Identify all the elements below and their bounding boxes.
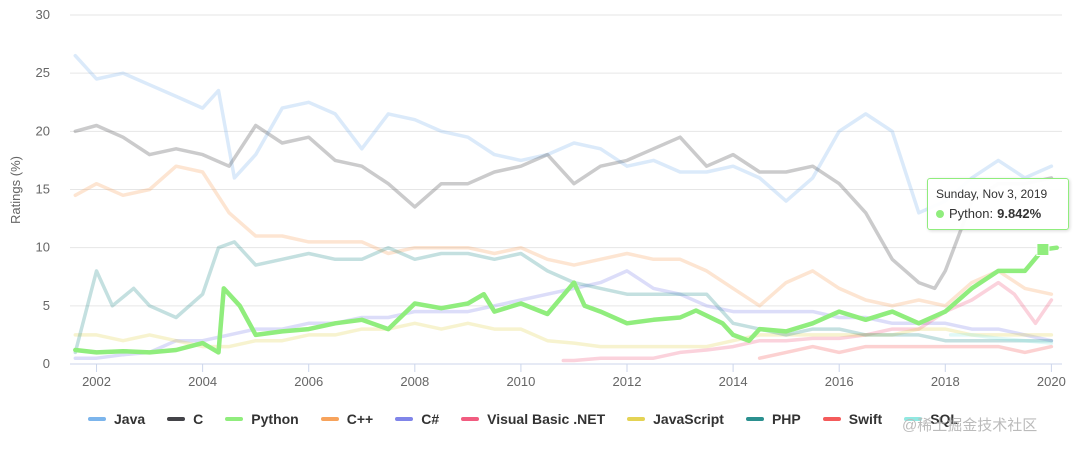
- legend-item-javascript[interactable]: JavaScript: [627, 411, 724, 427]
- legend-swatch-icon: [627, 417, 646, 421]
- x-tick-2020: 2020: [1037, 374, 1066, 389]
- y-tick-20: 20: [36, 123, 50, 138]
- y-tick-0: 0: [43, 356, 50, 371]
- hover-marker-layer: [1036, 243, 1050, 257]
- legend-label: Python: [251, 411, 299, 427]
- legend-label: Visual Basic .NET: [487, 411, 606, 427]
- series-layer: [73, 53, 1059, 363]
- y-tick-30: 30: [36, 7, 50, 22]
- legend-label: PHP: [771, 411, 801, 427]
- series-line-php[interactable]: [73, 240, 1054, 355]
- legend-label: C: [193, 411, 204, 427]
- legend: Java C Python C++ C# Visual Basic .NET JavaScr…: [88, 408, 981, 430]
- legend-item-php[interactable]: PHP: [745, 411, 801, 427]
- legend-item-c#[interactable]: C#: [395, 411, 439, 427]
- legend-swatch-icon: [745, 417, 764, 421]
- hover-marker: [1036, 243, 1050, 257]
- watermark: @稀土掘金技术社区: [902, 417, 1038, 434]
- gridlines: [70, 14, 1062, 365]
- series-line-sql[interactable]: [948, 333, 1054, 345]
- x-tick-labels: 2002 2004 2006 2008 2010 2012 2014 2016 2018 2020: [82, 364, 1066, 389]
- series-line-c#[interactable]: [73, 269, 1054, 360]
- legend-label: SQL: [930, 411, 959, 427]
- legend-item-java[interactable]: Java: [88, 411, 145, 427]
- legend-item-swift[interactable]: Swift: [822, 411, 883, 427]
- legend-item-c[interactable]: C: [167, 411, 203, 427]
- series-line-java[interactable]: [73, 53, 1054, 215]
- legend-swatch-icon: [320, 417, 339, 421]
- y-tick-25: 25: [36, 65, 50, 80]
- x-tick-2010: 2010: [506, 374, 535, 389]
- x-tick-2008: 2008: [400, 374, 429, 389]
- y-axis-label: Ratings (%): [8, 156, 23, 224]
- legend-swatch-icon: [395, 417, 414, 421]
- legend-swatch-icon: [461, 417, 480, 421]
- series-line-c[interactable]: [73, 123, 1054, 291]
- x-tick-2002: 2002: [82, 374, 111, 389]
- legend-swatch-icon: [88, 417, 106, 421]
- series-line-python[interactable]: [73, 245, 1059, 355]
- series-line-javascript[interactable]: [73, 321, 1054, 349]
- y-tick-labels: 0 5 10 15 20 25 30: [36, 7, 50, 371]
- tooltip: Sunday, Nov 3, 2019 Python: 9.842%: [927, 178, 1069, 230]
- x-tick-2018: 2018: [931, 374, 960, 389]
- x-tick-2004: 2004: [188, 374, 217, 389]
- series-line-c++[interactable]: [73, 164, 1054, 308]
- legend-swatch-icon: [904, 417, 923, 421]
- x-tick-2012: 2012: [613, 374, 642, 389]
- legend-label: Swift: [848, 411, 883, 427]
- legend-label: JavaScript: [653, 411, 724, 427]
- y-tick-5: 5: [43, 298, 50, 313]
- legend-swatch-icon: [225, 417, 244, 421]
- legend-item-visual-basic-net[interactable]: Visual Basic .NET: [461, 411, 605, 427]
- tooltip-date: Sunday, Nov 3, 2019: [936, 187, 1048, 201]
- tooltip-value: 9.842%: [997, 206, 1042, 221]
- tooltip-row: Python: 9.842%: [936, 206, 1041, 221]
- legend-item-sql[interactable]: SQL: [904, 411, 959, 427]
- x-tick-2006: 2006: [294, 374, 323, 389]
- legend-swatch-icon: [167, 417, 186, 421]
- legend-label: Java: [114, 411, 146, 427]
- x-tick-2014: 2014: [719, 374, 748, 389]
- tooltip-dot-icon: [936, 209, 944, 218]
- legend-swatch-icon: [822, 417, 841, 421]
- tooltip-series-name: Python: [949, 206, 990, 221]
- series-line-visual-basic-net[interactable]: [561, 280, 1054, 363]
- legend-label: C#: [421, 411, 440, 427]
- x-tick-2016: 2016: [825, 374, 854, 389]
- legend-label: C++: [346, 411, 374, 427]
- y-tick-10: 10: [36, 240, 50, 255]
- series-line-swift[interactable]: [757, 344, 1054, 360]
- legend-item-c++[interactable]: C++: [320, 411, 374, 427]
- legend-item-python[interactable]: Python: [225, 411, 299, 427]
- y-tick-15: 15: [36, 182, 50, 197]
